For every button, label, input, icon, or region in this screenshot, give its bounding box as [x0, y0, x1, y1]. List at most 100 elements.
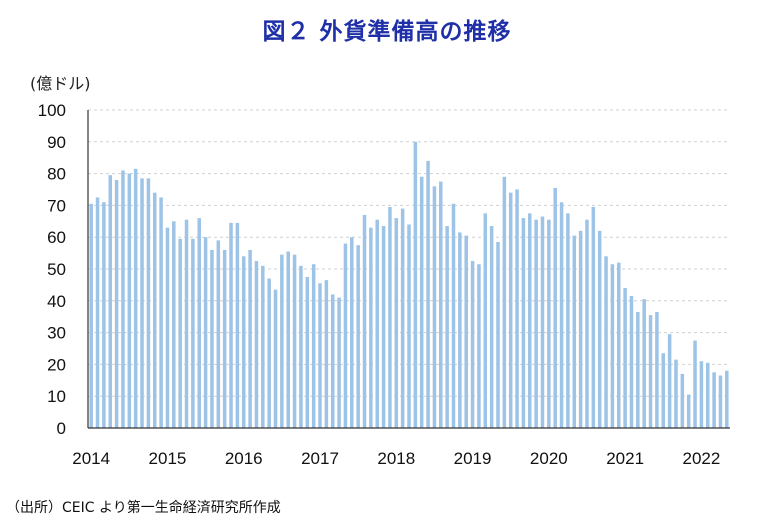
bar — [477, 264, 481, 428]
bar — [108, 175, 112, 428]
bar — [114, 179, 119, 428]
bar — [140, 178, 144, 428]
bar — [229, 222, 233, 428]
bar — [470, 261, 475, 428]
bar — [432, 186, 437, 428]
bar — [235, 222, 240, 428]
bar — [375, 219, 379, 428]
bar — [706, 362, 710, 428]
x-tick-label: 2017 — [301, 449, 339, 468]
y-tick-label: 70 — [47, 196, 66, 215]
bar — [667, 334, 672, 428]
bar — [534, 219, 538, 428]
y-tick-label: 40 — [47, 292, 66, 311]
bar — [617, 262, 621, 428]
y-tick-label: 0 — [57, 419, 66, 438]
y-tick-label: 100 — [38, 101, 66, 120]
bar — [172, 221, 176, 428]
bar — [661, 353, 666, 428]
bar — [413, 141, 418, 429]
bar — [451, 203, 456, 428]
bar — [133, 168, 138, 428]
bar — [286, 251, 290, 428]
y-tick-label: 30 — [47, 324, 66, 343]
x-tick-label: 2022 — [682, 449, 720, 468]
bar — [248, 249, 252, 428]
bar — [553, 187, 557, 428]
bar — [127, 173, 132, 428]
bar — [496, 241, 500, 428]
bar — [502, 176, 507, 428]
bar — [674, 359, 678, 428]
bar — [629, 296, 634, 428]
x-tick-label: 2019 — [454, 449, 492, 468]
bar — [445, 226, 449, 428]
x-tick-label: 2021 — [606, 449, 644, 468]
bar — [680, 373, 685, 428]
y-tick-label: 60 — [47, 228, 66, 247]
bar — [508, 192, 513, 428]
bar — [102, 202, 106, 428]
bar — [191, 238, 195, 428]
bar — [280, 254, 284, 428]
bar — [693, 340, 697, 428]
bar — [394, 218, 399, 428]
bar — [337, 297, 341, 428]
bar — [725, 370, 729, 428]
bar — [597, 230, 602, 428]
bar — [165, 227, 170, 428]
bar — [426, 160, 430, 428]
bar — [419, 176, 424, 428]
bar — [515, 189, 519, 428]
bar — [439, 181, 443, 428]
bar — [636, 311, 640, 428]
bar — [254, 261, 259, 428]
bar — [712, 372, 716, 428]
bar — [203, 237, 208, 428]
bar — [648, 315, 653, 428]
bar — [381, 226, 386, 428]
bar — [362, 214, 367, 428]
bar — [483, 213, 488, 428]
bar — [159, 197, 163, 428]
bar — [458, 232, 462, 428]
y-axis-unit-label: (億ドル) — [30, 74, 91, 93]
bar — [89, 203, 93, 428]
bar — [210, 249, 214, 428]
source-note: （出所）CEIC より第一生命経済研究所作成 — [6, 500, 281, 516]
gridlines — [88, 109, 730, 397]
bar — [718, 375, 723, 428]
bar — [330, 294, 335, 428]
bar — [623, 288, 627, 428]
bar — [261, 265, 265, 428]
bar — [146, 178, 151, 428]
bar — [547, 219, 551, 428]
bar — [299, 265, 303, 428]
chart-title: 図２ 外貨準備高の推移 — [262, 19, 512, 45]
bar — [178, 238, 182, 428]
bar — [356, 245, 360, 428]
y-tick-label: 10 — [47, 387, 66, 406]
bar — [407, 224, 411, 428]
y-tick-labels: 0 10 20 30 40 50 60 70 80 90 100 — [38, 101, 66, 438]
bar — [642, 299, 646, 428]
bar — [604, 256, 608, 428]
bar — [699, 361, 704, 428]
bar — [121, 170, 125, 429]
bar-series — [89, 141, 729, 429]
bar — [267, 278, 271, 428]
bar — [350, 237, 354, 428]
y-tick-label: 90 — [47, 133, 66, 152]
x-tick-label: 2015 — [149, 449, 187, 468]
y-tick-label: 80 — [47, 165, 66, 184]
bar — [566, 213, 570, 428]
axes — [87, 110, 730, 429]
bar — [559, 202, 564, 428]
bar — [464, 235, 468, 428]
x-tick-label: 2016 — [225, 449, 263, 468]
bar — [655, 311, 659, 428]
bar — [292, 254, 297, 428]
bar — [400, 208, 405, 428]
bar — [489, 226, 494, 428]
